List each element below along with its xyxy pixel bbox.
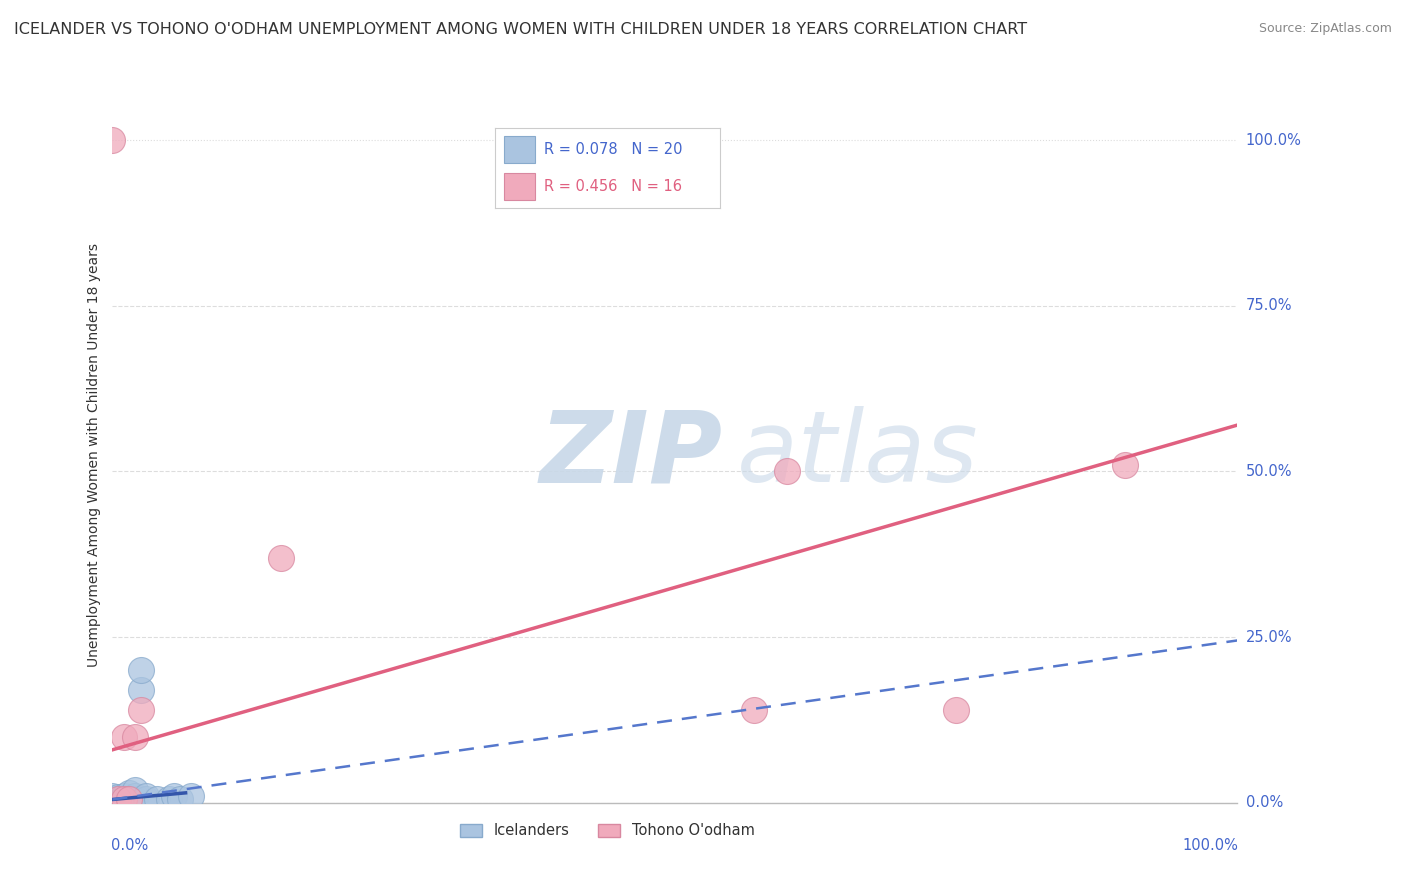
Point xyxy=(135,789,157,804)
Text: atlas: atlas xyxy=(737,407,979,503)
Y-axis label: Unemployment Among Women with Children Under 18 years: Unemployment Among Women with Children U… xyxy=(87,243,101,667)
Point xyxy=(129,683,152,698)
Point xyxy=(107,792,129,806)
Point xyxy=(135,792,157,806)
Text: 50.0%: 50.0% xyxy=(1246,464,1292,479)
Point xyxy=(124,792,146,806)
Text: 75.0%: 75.0% xyxy=(1246,298,1292,313)
Text: 25.0%: 25.0% xyxy=(1246,630,1292,645)
Text: Source: ZipAtlas.com: Source: ZipAtlas.com xyxy=(1258,22,1392,36)
Point xyxy=(118,792,141,806)
Point xyxy=(945,703,967,717)
Point xyxy=(776,465,799,479)
Point xyxy=(112,792,135,806)
Text: 100.0%: 100.0% xyxy=(1182,838,1239,853)
Point xyxy=(180,789,202,804)
Point xyxy=(112,789,135,804)
Point xyxy=(270,550,292,565)
Point xyxy=(107,790,129,805)
Point xyxy=(118,786,141,800)
Point xyxy=(101,789,124,804)
Point xyxy=(112,730,135,744)
Point xyxy=(129,663,152,677)
Point xyxy=(124,782,146,797)
Legend: Icelanders, Tohono O'odham: Icelanders, Tohono O'odham xyxy=(454,818,761,844)
Point xyxy=(146,792,169,806)
Point xyxy=(169,792,191,806)
Text: ICELANDER VS TOHONO O'ODHAM UNEMPLOYMENT AMONG WOMEN WITH CHILDREN UNDER 18 YEAR: ICELANDER VS TOHONO O'ODHAM UNEMPLOYMENT… xyxy=(14,22,1028,37)
Point xyxy=(101,792,124,806)
Point xyxy=(742,703,765,717)
Text: ZIP: ZIP xyxy=(540,407,723,503)
Text: 0.0%: 0.0% xyxy=(111,838,149,853)
Point xyxy=(107,792,129,806)
Point xyxy=(1114,458,1136,472)
Point xyxy=(101,133,124,147)
Text: 0.0%: 0.0% xyxy=(1246,796,1282,810)
Point xyxy=(163,789,186,804)
Point xyxy=(124,789,146,804)
Point xyxy=(118,792,141,806)
Point xyxy=(124,730,146,744)
Text: 100.0%: 100.0% xyxy=(1246,133,1302,148)
Point xyxy=(129,703,152,717)
Point xyxy=(112,792,135,806)
Point xyxy=(157,792,180,806)
